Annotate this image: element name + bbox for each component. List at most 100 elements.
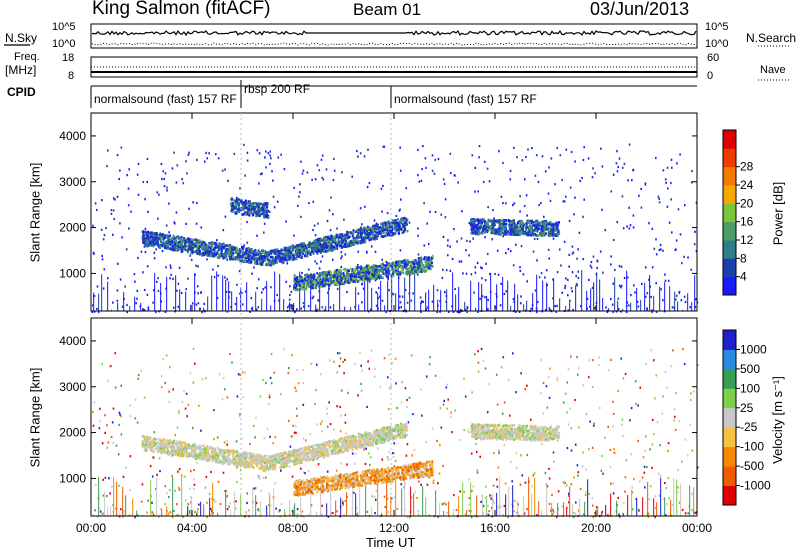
echo-cell — [526, 453, 529, 457]
echo-cell — [611, 303, 614, 306]
echo-cell — [550, 225, 553, 229]
echo-cell — [379, 231, 382, 234]
echo-cell — [188, 151, 190, 154]
echo-cell — [261, 298, 263, 311]
echo-cell — [293, 303, 295, 311]
echo-cell — [268, 253, 271, 257]
echo-cell — [425, 441, 428, 444]
echo-cell — [514, 231, 517, 234]
echo-cell — [471, 232, 473, 235]
echo-cell — [580, 305, 582, 308]
echo-cell — [430, 267, 433, 271]
echo-cell — [628, 206, 630, 209]
echo-cell — [377, 223, 379, 226]
nsearch-series — [91, 42, 697, 46]
echo-cell — [206, 501, 208, 504]
echo-cell — [265, 253, 268, 257]
echo-cell — [96, 285, 99, 288]
echo-cell — [104, 414, 106, 417]
echo-cell — [493, 451, 495, 455]
echo-cell — [440, 213, 443, 216]
echo-cell — [219, 244, 221, 247]
echo-cell — [468, 478, 471, 481]
echo-cell — [300, 256, 303, 259]
echo-cell — [398, 225, 401, 228]
echo-cell — [182, 515, 184, 518]
echo-cell — [596, 259, 599, 262]
echo-cell — [222, 229, 225, 232]
echo-cell — [253, 266, 255, 269]
echo-cell — [254, 211, 257, 214]
echo-cell — [474, 232, 477, 236]
echo-cell — [546, 282, 548, 311]
echo-cell — [223, 441, 226, 444]
echo-cell — [569, 407, 571, 410]
echo-cell — [635, 402, 637, 406]
echo-cell — [694, 275, 696, 311]
echo-cell — [459, 311, 461, 314]
echo-cell — [207, 296, 209, 311]
echo-cell — [147, 230, 150, 234]
echo-cell — [140, 250, 143, 253]
echo-cell — [285, 220, 287, 223]
echo-cell — [291, 475, 294, 478]
echo-cell — [300, 248, 303, 251]
echo-cell — [172, 277, 174, 280]
echo-cell — [352, 271, 355, 274]
echo-cell — [236, 198, 238, 201]
echo-cell — [334, 241, 337, 244]
echo-cell — [556, 228, 559, 231]
echo-cell — [410, 496, 413, 499]
echo-cell — [323, 241, 326, 244]
echo-cell — [430, 264, 433, 267]
echo-cell — [513, 232, 516, 236]
echo-cell — [546, 228, 549, 231]
echo-cell — [406, 263, 409, 266]
echo-cell — [101, 199, 103, 202]
echo-cell — [487, 223, 489, 227]
echo-cell — [626, 270, 628, 311]
echo-cell — [590, 261, 593, 264]
echo-cell — [556, 271, 559, 274]
echo-cell — [226, 310, 229, 313]
echo-cell — [293, 288, 296, 291]
echo-cell — [342, 503, 344, 506]
echo-cell — [417, 262, 419, 265]
echo-cell — [314, 286, 317, 290]
echo-cell — [612, 282, 614, 285]
echo-cell — [498, 224, 501, 228]
echo-cell — [402, 271, 405, 274]
echo-cell — [529, 219, 532, 223]
echo-cell — [289, 293, 291, 297]
echo-cell — [644, 182, 647, 185]
echo-cell — [137, 373, 140, 377]
echo-cell — [224, 168, 226, 171]
echo-cell — [486, 411, 489, 414]
echo-cell — [294, 286, 297, 290]
echo-cell — [231, 361, 233, 364]
echo-cell — [436, 310, 438, 313]
echo-cell — [403, 216, 405, 220]
echo-cell — [535, 229, 538, 233]
echo-cell — [253, 487, 256, 490]
echo-cell — [235, 256, 237, 259]
echo-cell — [419, 264, 422, 267]
echo-cell — [400, 483, 403, 486]
echo-cell — [519, 233, 522, 237]
echo-cell — [230, 197, 233, 200]
echo-cell — [257, 253, 260, 256]
echo-cell — [235, 440, 238, 443]
echo-cell — [320, 250, 323, 254]
echo-cell — [221, 169, 224, 172]
echo-cell — [507, 378, 510, 381]
echo-cell — [431, 427, 434, 430]
echo-cell — [346, 235, 349, 238]
echo-cell — [118, 423, 120, 426]
echo-cell — [317, 463, 320, 466]
echo-cell — [338, 281, 341, 284]
echo-cell — [366, 267, 369, 270]
echo-cell — [180, 238, 183, 242]
echo-cell — [195, 250, 198, 253]
echo-cell — [159, 232, 162, 235]
echo-cell — [520, 295, 522, 298]
